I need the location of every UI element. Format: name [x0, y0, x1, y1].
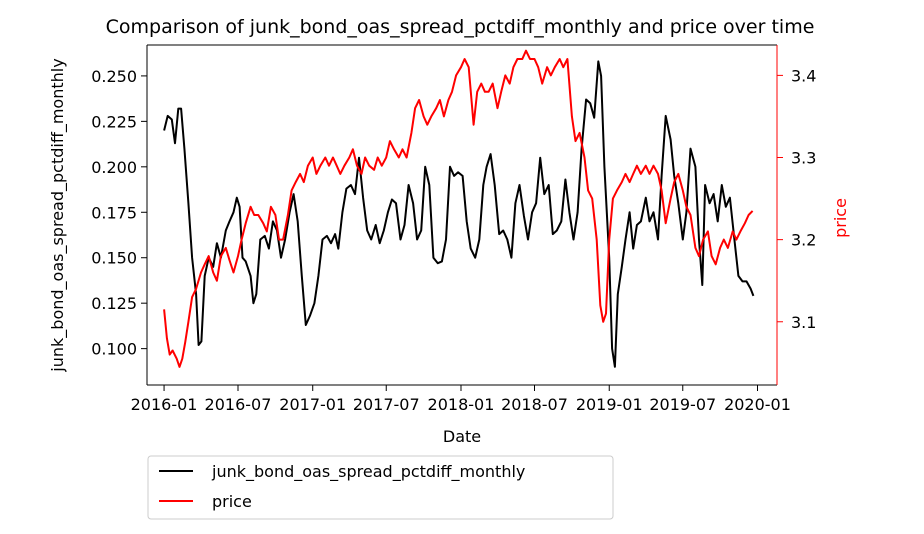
x-tick-label: 2016-01 — [131, 395, 198, 414]
y-right-tick-label: 3.1 — [791, 313, 816, 332]
y-right-axis-label: price — [831, 198, 850, 238]
x-axis-label: Date — [443, 427, 481, 446]
x-axis-ticks: 2016-01 2016-07 2017-01 2017-07 2018-01 2018-… — [131, 385, 791, 414]
plot-area — [163, 49, 755, 368]
y-left-tick-label: 0.250 — [91, 67, 137, 86]
y-right-tick-label: 3.4 — [791, 66, 816, 85]
x-tick-label: 2020-01 — [724, 395, 791, 414]
x-tick-label: 2018-07 — [501, 395, 568, 414]
y-right-tick-label: 3.2 — [791, 231, 816, 250]
price-series-line — [163, 49, 754, 368]
x-tick-label: 2019-07 — [649, 395, 716, 414]
y-left-tick-label: 0.200 — [91, 158, 137, 177]
y-left-tick-label: 0.175 — [91, 203, 137, 222]
x-tick-label: 2019-01 — [576, 395, 643, 414]
y-left-tick-label: 0.125 — [91, 294, 137, 313]
y-left-tick-label: 0.225 — [91, 112, 137, 131]
y-left-tick-label: 0.100 — [91, 340, 137, 359]
legend: junk_bond_oas_spread_pctdiff_monthly pri… — [147, 455, 614, 520]
y-right-axis-ticks: 3.1 3.2 3.3 3.4 — [777, 66, 816, 332]
x-tick-label: 2018-01 — [428, 395, 495, 414]
legend-box — [147, 455, 614, 520]
y-right-tick-label: 3.3 — [791, 149, 816, 168]
x-tick-label: 2017-07 — [353, 395, 420, 414]
legend-label-junk: junk_bond_oas_spread_pctdiff_monthly — [211, 462, 525, 482]
legend-label-price: price — [212, 492, 252, 511]
x-tick-label: 2017-01 — [279, 395, 346, 414]
chart-title: Comparison of junk_bond_oas_spread_pctdi… — [106, 16, 815, 38]
junk-bond-series-line — [163, 60, 755, 368]
y-left-axis-label: junk_bond_oas_spread_pctdiff_monthly — [48, 58, 68, 372]
y-left-tick-label: 0.150 — [91, 249, 137, 268]
x-tick-label: 2016-07 — [205, 395, 272, 414]
y-left-axis-ticks: 0.100 0.125 0.150 0.175 0.200 0.225 0.250 — [91, 67, 147, 359]
